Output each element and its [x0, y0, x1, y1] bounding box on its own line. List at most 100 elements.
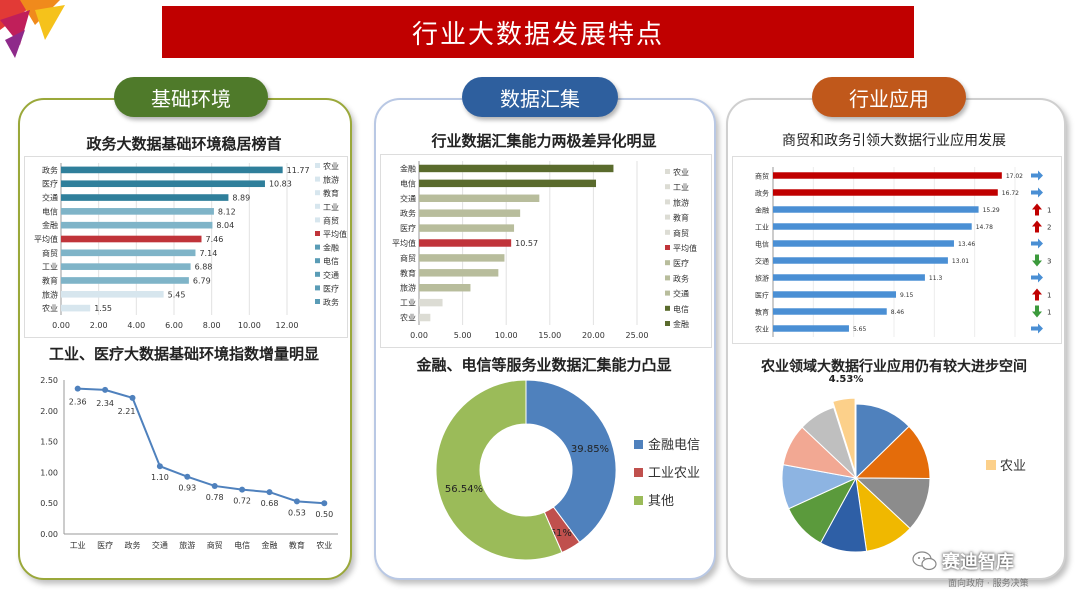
category-label: 政务	[755, 189, 769, 198]
up-arrow-icon	[1032, 203, 1042, 216]
chart-title-c3: 行业数据汇集能力两极差异化明显	[431, 132, 657, 150]
bar	[419, 164, 614, 173]
basic-environment-bar-chart: 0.00 2.00 4.00 6.00 8.00 10.00 12.00 政务 11.77 医疗 1…	[34, 161, 347, 330]
right-arrow-icon	[1031, 238, 1043, 249]
x-tick-label: 农业	[316, 540, 332, 550]
x-tick-label: 0.00	[52, 321, 70, 330]
category-label: 交通	[42, 193, 58, 203]
trend-label: 3	[1047, 258, 1051, 266]
legend-label: 电信	[323, 256, 339, 266]
legend-swatch	[315, 285, 320, 291]
category-label: 教育	[755, 308, 769, 317]
section-label-basic-environment: 基础环境	[114, 77, 268, 117]
x-tick-label: 政务	[125, 540, 141, 550]
data-label: 8.04	[216, 221, 234, 230]
legend-label: 旅游	[323, 175, 339, 185]
bar	[419, 179, 597, 188]
bar	[773, 223, 972, 230]
data-label: 5.45	[168, 290, 186, 299]
bar	[773, 325, 849, 332]
series-line	[77, 387, 325, 505]
bar	[773, 308, 887, 315]
category-label: 交通	[755, 257, 769, 266]
legend-swatch	[315, 217, 320, 223]
legend-label: 政务	[673, 273, 689, 283]
x-tick-label: 20.00	[582, 331, 605, 340]
legend-swatch	[665, 260, 670, 266]
x-tick-label: 8.00	[203, 321, 221, 330]
legend-swatch	[315, 176, 320, 182]
data-label: 14.78	[976, 224, 993, 231]
legend-label: 农业	[323, 161, 339, 171]
category-label: 教育	[400, 268, 416, 278]
x-tick-label: 15.00	[538, 331, 561, 340]
x-tick-label: 5.00	[454, 331, 472, 340]
bar	[773, 257, 948, 264]
legend-label: 电信	[673, 304, 689, 314]
legend-swatch	[634, 468, 643, 477]
chart-title-c1: 政务大数据基础环境稳居榜首	[86, 135, 282, 153]
bar	[419, 313, 431, 322]
data-label: 7.46	[205, 235, 223, 244]
data-point	[102, 386, 109, 393]
down-arrow-icon	[1032, 254, 1042, 267]
bar	[61, 263, 191, 270]
bar	[419, 254, 505, 262]
legend-label: 金融	[323, 243, 339, 253]
wechat-icon	[912, 551, 937, 571]
legend-swatch	[315, 244, 320, 250]
legend-swatch	[665, 305, 670, 311]
data-point	[211, 482, 218, 489]
trend-label: 1	[1047, 309, 1051, 317]
data-label: 15.29	[983, 207, 1000, 214]
legend-label: 交通	[673, 289, 689, 299]
data-label: 8.12	[218, 207, 236, 216]
bar	[773, 189, 998, 196]
legend-swatch	[634, 496, 643, 505]
trend-label: 1	[1047, 207, 1051, 215]
category-label: 医疗	[755, 291, 769, 300]
bar	[773, 240, 954, 247]
legend-swatch	[665, 321, 670, 326]
x-tick-label: 10.00	[238, 321, 261, 330]
category-label: 电信	[755, 240, 769, 249]
trend-label: 1	[1047, 292, 1051, 300]
donut-slice	[435, 379, 563, 561]
legend-label: 商贸	[323, 215, 339, 225]
right-arrow-icon	[1031, 170, 1043, 181]
category-label: 教育	[42, 275, 58, 285]
category-label: 旅游	[42, 289, 58, 299]
data-label: 0.93	[178, 484, 196, 493]
data-label: 0.68	[261, 499, 279, 508]
chart-title-c6: 农业领域大数据行业应用仍有较大进步空间	[761, 359, 1027, 375]
legend-swatch	[315, 203, 320, 209]
bar	[61, 235, 202, 243]
watermark-slogan: 面向政府 · 服务决策	[948, 579, 1029, 589]
data-label: 8.89	[232, 194, 250, 203]
legend-swatch	[315, 299, 320, 304]
pie-slice	[854, 425, 931, 479]
bar	[61, 194, 229, 201]
bar	[419, 284, 471, 292]
bar	[773, 172, 1002, 179]
legend-swatch	[665, 290, 670, 296]
data-label: 0.50	[315, 510, 333, 519]
right-arrow-icon	[1031, 187, 1043, 198]
donut-slice	[525, 379, 617, 544]
data-label: 17.02	[1006, 173, 1023, 180]
legend-label: 旅游	[673, 197, 689, 207]
up-arrow-icon	[1032, 220, 1042, 233]
legend-label: 教育	[673, 213, 689, 223]
category-label: 农业	[42, 303, 58, 313]
category-label: 农业	[755, 325, 769, 334]
data-label: 0.53	[288, 508, 306, 517]
legend-swatch	[665, 275, 670, 281]
y-tick-label: 1.50	[40, 438, 58, 447]
category-label: 工业	[755, 223, 769, 232]
legend-label: 政务	[323, 297, 339, 307]
data-gathering-donut-chart: 39.85% 金融电信 3.61% 工业农业 56.54% 其他	[435, 379, 700, 561]
section-label-industry-application: 行业应用	[812, 77, 966, 117]
data-label: 11.77	[287, 166, 310, 175]
category-label: 电信	[42, 206, 58, 216]
corner-decoration	[0, 0, 65, 58]
